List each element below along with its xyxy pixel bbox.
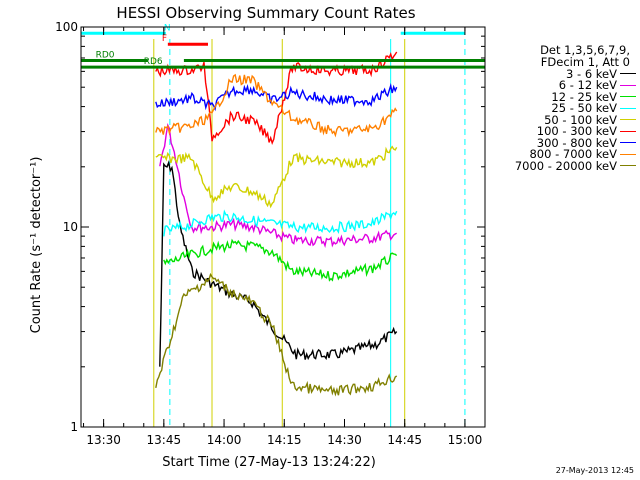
legend-entry-5: 50 - 100 keV [486, 112, 636, 127]
footer-timestamp: 27-May-2013 12:45 [555, 466, 634, 475]
legend-swatch [620, 153, 636, 155]
legend-swatch [620, 84, 636, 86]
flag-label-n: N [164, 23, 171, 33]
series-line-2 [159, 122, 397, 248]
x-tick-label-13:30: 13:30 [86, 433, 121, 447]
legend-label: 7000 - 20000 keV [514, 158, 617, 173]
series-line-3 [163, 238, 398, 282]
y-axis-label: Count Rate (s⁻¹ detector⁻¹) [29, 157, 44, 334]
x-tick-label-14:00: 14:00 [207, 433, 242, 447]
series-line-5 [155, 145, 398, 209]
legend-swatch [620, 96, 636, 98]
series-line-9 [155, 272, 398, 397]
legend-label: 6 - 12 keV [558, 78, 617, 93]
legend-header-line-1: Det 1,3,5,6,7,9, [540, 43, 630, 57]
legend-swatch [620, 130, 636, 132]
legend: Det 1,3,5,6,7,9, FDecim 1, Att 0 3 - 6 k… [486, 43, 636, 173]
series-line-7 [155, 82, 398, 112]
legend-label: 300 - 800 keV [536, 135, 617, 150]
x-tick-label-13:45: 13:45 [147, 433, 182, 447]
legend-entry-7: 300 - 800 keV [486, 135, 636, 150]
legend-header-line-2: FDecim 1, Att 0 [540, 55, 630, 69]
flag-label-f: F [162, 34, 167, 44]
x-tick-label-14:45: 14:45 [387, 433, 422, 447]
legend-entry-6: 100 - 300 keV [486, 124, 636, 139]
legend-label: 100 - 300 keV [536, 124, 617, 139]
legend-entry-2: 6 - 12 keV [486, 78, 636, 93]
legend-label: 50 - 100 keV [544, 112, 617, 127]
legend-swatch [620, 142, 636, 144]
legend-entry-3: 12 - 25 keV [486, 89, 636, 104]
series-line-8 [155, 73, 398, 138]
legend-label: 800 - 7000 keV [529, 147, 617, 162]
legend-label: 3 - 6 keV [566, 66, 617, 81]
series-line-1 [159, 160, 398, 367]
legend-entry-8: 800 - 7000 keV [486, 147, 636, 162]
x-tick-label-14:30: 14:30 [327, 433, 362, 447]
x-axis-label: Start Time (27-May-13 13:24:22) [162, 455, 376, 470]
y-tick-label-1: 1 [70, 420, 78, 434]
legend-label: 25 - 50 keV [551, 101, 617, 116]
x-tick-label-14:15: 14:15 [267, 433, 302, 447]
flag-label-rd6: RD6 [144, 57, 163, 67]
legend-entry-9: 7000 - 20000 keV [486, 158, 636, 173]
legend-swatch [620, 165, 636, 167]
y-tick-label-100: 100 [55, 20, 78, 34]
legend-label: 12 - 25 keV [551, 89, 617, 104]
flag-label-rd0: RD0 [96, 50, 115, 60]
x-tick-label-15:00: 15:00 [448, 433, 483, 447]
plot-frame [80, 26, 486, 428]
legend-entry-4: 25 - 50 keV [486, 101, 636, 116]
legend-swatch [620, 119, 636, 121]
series-line-4 [163, 209, 398, 237]
legend-swatch [620, 107, 636, 109]
legend-swatch [620, 73, 636, 75]
chart-title: HESSI Observing Summary Count Rates [116, 4, 415, 22]
legend-entry-1: 3 - 6 keV [486, 66, 636, 81]
y-tick-label-10: 10 [63, 220, 78, 234]
